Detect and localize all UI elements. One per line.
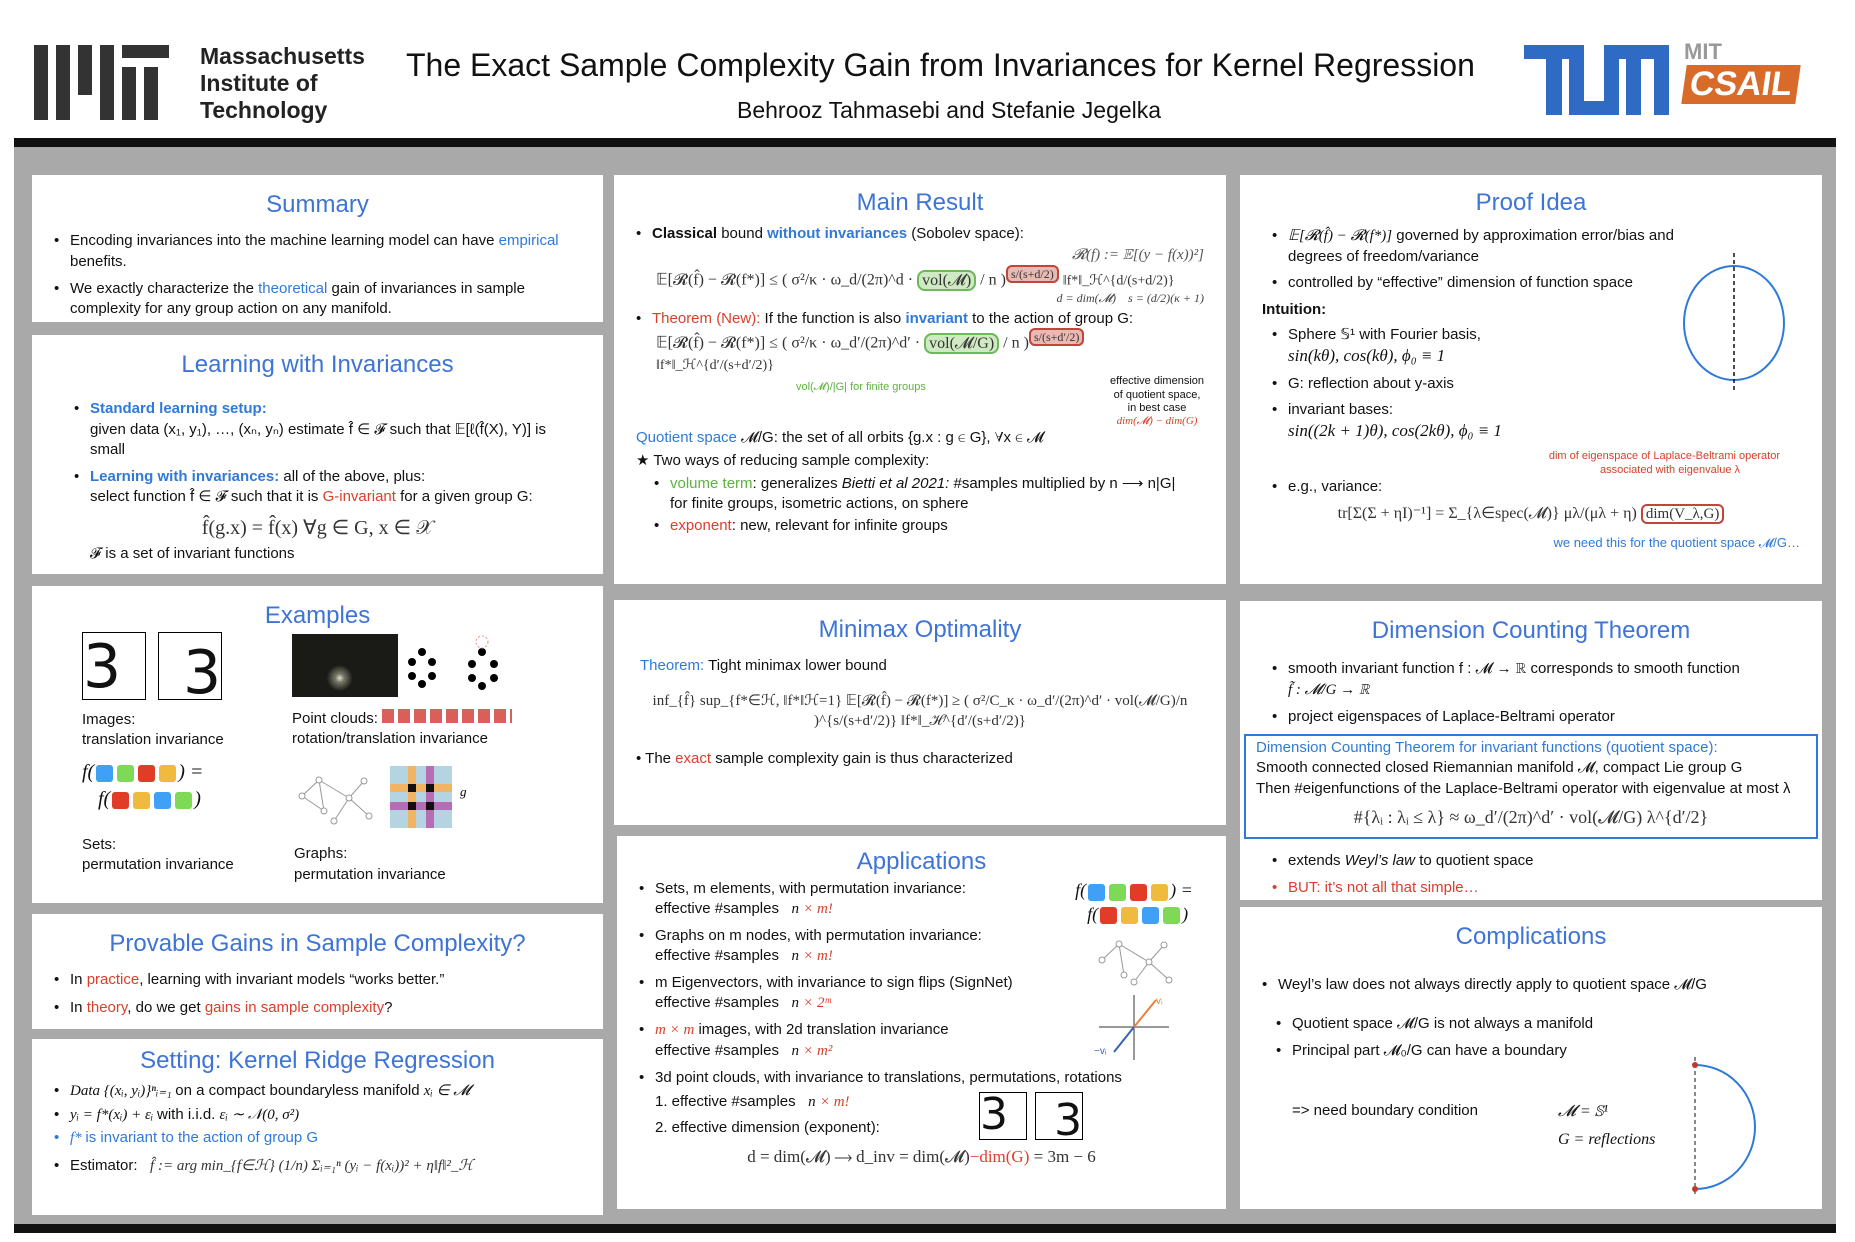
footer-bar <box>14 1224 1836 1233</box>
proof-item: controlled by “effective” dimension of f… <box>1272 273 1692 293</box>
digit-image-left: 3 <box>82 632 146 700</box>
proof-item: Sphere 𝕊¹ with Fourier basis,sin(kθ), co… <box>1272 325 1672 367</box>
theorem-box: Dimension Counting Theorem for invariant… <box>1244 734 1818 840</box>
applications-panel: Applications Sets, m elements, with perm… <box>617 836 1226 1209</box>
mit-logo <box>34 45 169 120</box>
adjacency-matrix-icon: g <box>390 766 467 828</box>
digit-image-right: 3 <box>158 632 223 700</box>
minimax-panel: Minimax Optimality Theorem: Tight minima… <box>614 600 1226 825</box>
mit-logo-text: Massachusetts Institute of Technology <box>200 43 365 123</box>
summary-item: Encoding invariances into the machine le… <box>54 231 581 272</box>
exponent-term: exponent: new, relevant for infinite gro… <box>654 516 1204 536</box>
volume-term: volume term: generalizes Bietti et al 20… <box>654 474 1204 513</box>
learning-title: Learning with Invariances <box>181 351 454 378</box>
proof-title: Proof Idea <box>1475 189 1587 216</box>
header: Massachusetts Institute of Technology The … <box>14 17 1836 147</box>
half-circle-icon <box>1692 1057 1756 1197</box>
learning-panel: Learning with Invariances Standard learn… <box>32 335 603 574</box>
summary-title: Summary <box>266 191 369 218</box>
invariant-equation: 𝔼[𝓡(f̂) − 𝓡(f*)] ≤ ( σ²/κ · ω_d′/(2π)^d′… <box>656 328 1204 375</box>
learning-note: 𝓕 is a set of invariant functions <box>90 544 295 562</box>
svg-text:−vᵢ: −vᵢ <box>1094 1046 1107 1057</box>
proof-item: G: reflection about y-axis <box>1272 374 1672 394</box>
risk-definition: 𝓡(f) := 𝔼[(y − f(x))²] <box>1071 246 1204 263</box>
setting-item: f* is invariant to the action of group G <box>54 1128 581 1149</box>
quotient-space-def: Quotient space 𝓜/G: the set of all orbit… <box>636 429 1044 447</box>
red-note: effective dimension of quotient space, in … <box>1110 375 1204 427</box>
proof-panel: Proof Idea 𝔼[𝓡(f̂) − 𝓡(f*)] governed by … <box>1240 175 1822 584</box>
poster-title: The Exact Sample Complexity Gain from In… <box>406 47 1475 83</box>
learning-item: Learning with invariances: all of the ab… <box>74 467 581 508</box>
provable-panel: Provable Gains in Sample Complexity? In … <box>32 914 603 1029</box>
set-example: f() = f() Sets: permutation invariance <box>82 761 234 874</box>
dimension-item: project eigenspaces of Laplace-Beltrami … <box>1272 707 1800 728</box>
point-cloud-icon <box>408 635 499 690</box>
sign-flip-axes-icon: vᵢ −vᵢ <box>1094 994 1169 1060</box>
circle-reflection-icon <box>1683 253 1785 393</box>
g-label: g <box>460 784 467 799</box>
classical-equation: 𝔼[𝓡(f̂) − 𝓡(f*)] ≤ ( σ²/κ · ω_d/(2π)^d ·… <box>656 265 1175 291</box>
app-set-icon: f() = f() <box>1075 880 1193 924</box>
complication-item: Principal part 𝓜₀/G can have a boundary <box>1276 1041 1800 1062</box>
minimax-note: • The exact sample complexity gain is th… <box>636 750 1013 768</box>
green-note: vol(𝓜)/|G| for finite groups <box>796 381 926 394</box>
app-digit-left: 3 <box>979 1091 1027 1140</box>
setting-item: Estimator: f̂ := arg min_{f∈ℋ} (1/n) Σᵢ₌… <box>54 1156 581 1177</box>
learning-item: Standard learning setup:given data (x₁, … <box>74 399 581 460</box>
application-item: Sets, m elements, with permutation invar… <box>639 879 1054 919</box>
theorem-new: Theorem (New): If the function is also i… <box>636 309 1204 329</box>
dimension-title: Dimension Counting Theorem <box>1371 617 1691 644</box>
svg-text:vᵢ: vᵢ <box>1156 996 1163 1007</box>
galaxy-image <box>292 634 398 697</box>
application-item: 3d point clouds, with invariance to tran… <box>639 1068 1204 1088</box>
minimax-equation: inf_{f̂} sup_{f*∈ℋ, ‖f*‖ℋ=1} 𝔼[𝓡(f̂) − 𝓡… <box>652 692 1188 729</box>
proof-item: invariant bases:sin((2k + 1)θ), cos(2kθ)… <box>1272 400 1672 442</box>
definitions: d = dim(𝓜) s = (d/2)(κ + 1) <box>1056 291 1204 306</box>
setting-panel: Setting: Kernel Ridge Regression Data {(… <box>32 1039 603 1215</box>
summary-panel: Summary Encoding invariances into the ma… <box>32 175 603 322</box>
complication-item: Weyl’s law does not always directly appl… <box>1262 975 1800 996</box>
examples-title: Examples <box>264 602 371 629</box>
dimension-item: extends Weyl’s law to quotient space <box>1272 851 1800 872</box>
applications-title: Applications <box>856 848 987 875</box>
application-item: m Eigenvectors, with invariance to sign … <box>639 973 1054 1013</box>
complication-item: Quotient space 𝓜/G is not always a manif… <box>1276 1014 1800 1035</box>
application-item: Graphs on m nodes, with permutation inva… <box>639 926 1054 966</box>
proof-item: 𝔼[𝓡(f̂) − 𝓡(f*)] governed by approximati… <box>1272 226 1692 266</box>
dimension-item: BUT: it’s not all that simple… <box>1272 878 1800 899</box>
setting-item: Data {(xᵢ, yᵢ)}ⁿᵢ₌₁ on a compact boundar… <box>54 1081 581 1102</box>
complications-panel: Complications Weyl’s law does not always… <box>1240 907 1822 1209</box>
csail-logo: MIT CSAIL <box>1681 39 1829 124</box>
complications-title: Complications <box>1455 923 1607 950</box>
provable-title: Provable Gains in Sample Complexity? <box>109 930 526 957</box>
proof-item: e.g., variance: <box>1272 477 1800 497</box>
variance-equation: tr[Σ(Σ + ηI)⁻¹] = Σ_{λ∈spec(𝓜)} μλ/(μλ +… <box>1262 503 1800 525</box>
poster: Massachusetts Institute of Technology The … <box>14 17 1836 1233</box>
classical-bound: Classical bound without invariances (Sob… <box>636 224 1204 244</box>
application-item: m × m images, with 2d translation invari… <box>639 1020 1054 1061</box>
setting-item: yᵢ = f*(xᵢ) + εᵢ with i.i.d. εᵢ ∼ 𝒩(0, σ… <box>54 1105 581 1126</box>
dimension-panel: Dimension Counting Theorem smooth invari… <box>1240 601 1822 900</box>
tetris-shapes <box>382 709 513 723</box>
setting-title: Setting: Kernel Ridge Regression <box>140 1047 495 1074</box>
app-digit-right: 3 <box>1035 1091 1084 1140</box>
main-title: Main Result <box>856 189 984 216</box>
dimension-item: smooth invariant function f : 𝓜 → ℝ corr… <box>1272 659 1800 700</box>
invariance-equation: f̂(g.x) = f̂(x) ∀g ∈ G, x ∈ 𝒳 <box>201 516 434 539</box>
dimension-equation: d = dim(𝓜) ⟶ d_inv = dim(𝓜)−dim(G) = 3m … <box>747 1146 1096 1166</box>
tum-logo <box>1524 45 1669 115</box>
authors: Behrooz Tahmasebi and Stefanie Jegelka <box>737 97 1162 123</box>
examples-panel: Examples 3 3 Images: translation invarian… <box>32 586 603 903</box>
two-ways: ★ Two ways of reducing sample complexity… <box>636 451 930 469</box>
provable-item: In theory, do we get gains in sample com… <box>54 998 581 1019</box>
provable-item: In practice, learning with invariant mod… <box>54 970 581 991</box>
summary-item: We exactly characterize the theoretical … <box>54 279 581 320</box>
app-graph-icon <box>1098 940 1173 986</box>
graph-icon <box>298 776 373 825</box>
main-result-panel: Main Result Classical bound without inva… <box>614 175 1226 584</box>
minimax-title: Minimax Optimality <box>818 616 1022 643</box>
